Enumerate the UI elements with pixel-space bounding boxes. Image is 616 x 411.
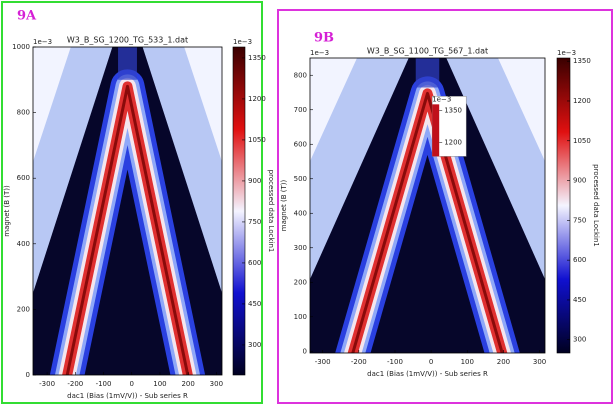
heatmap-region xyxy=(446,58,545,280)
colorbar-tick-label: 1350 xyxy=(248,54,266,62)
colorbar-tick-label: 600 xyxy=(248,259,261,267)
colorbar-tick-label: 900 xyxy=(248,177,261,185)
y-tick-label: 300 xyxy=(294,244,307,252)
y-tick-label: 200 xyxy=(294,278,307,286)
panel-frame xyxy=(277,9,613,404)
colorbar xyxy=(556,57,571,354)
inset-tick-label: 1200 xyxy=(444,138,462,146)
y-axis-label: magnet (B (T)) xyxy=(3,185,11,237)
heatmap-region xyxy=(142,47,222,293)
heatmap-region xyxy=(184,47,222,162)
heatmap-region xyxy=(310,58,357,162)
colorbar-tick-label: 750 xyxy=(248,218,261,226)
y-tick-label: 400 xyxy=(294,209,307,217)
colorbar-tick-label: 1200 xyxy=(248,95,266,103)
x-tick-label: -100 xyxy=(387,358,403,366)
colorbar-tick-label: 900 xyxy=(573,177,586,185)
colorbar xyxy=(232,46,246,376)
y-tick-label: 800 xyxy=(294,71,307,79)
panel-label: 9B xyxy=(314,31,334,46)
colorbar-offset: 1e−3 xyxy=(557,49,576,57)
y-tick-label: 1000 xyxy=(12,43,30,51)
x-tick-label: 300 xyxy=(533,358,546,366)
y-tick-label: 0 xyxy=(26,371,30,379)
y-axis-label: magnet (B (T)) xyxy=(280,179,288,231)
inset-offset: 1e−3 xyxy=(432,95,451,103)
heatmap-band xyxy=(65,84,190,375)
colorbar-tick-label: 450 xyxy=(248,300,261,308)
x-tick-label: 200 xyxy=(497,358,510,366)
colorbar-tick-label: 1050 xyxy=(248,136,266,144)
chart-title: W3_B_SG_1100_TG_567_1.dat xyxy=(367,47,488,56)
heatmap-region xyxy=(310,58,409,280)
x-tick-label: -100 xyxy=(96,380,112,388)
x-tick-label: -200 xyxy=(67,380,83,388)
y-tick-label: 600 xyxy=(17,174,30,182)
heatmap-top xyxy=(415,58,440,88)
heatmap-region xyxy=(33,47,113,293)
y-tick-label: 800 xyxy=(17,109,30,117)
heatmap-image xyxy=(33,47,222,375)
colorbar-tick-label: 300 xyxy=(573,336,586,344)
colorbar-tick-label: 1200 xyxy=(573,97,591,105)
x-tick-label: -200 xyxy=(351,358,367,366)
y-tick-label: 500 xyxy=(294,175,307,183)
colorbar-label: processed data Lockin1 xyxy=(267,170,275,253)
heatmap-top xyxy=(118,47,137,80)
y-tick-label: 400 xyxy=(17,240,30,248)
x-tick-label: 0 xyxy=(129,380,133,388)
colorbar-tick-label: 1050 xyxy=(573,137,591,145)
heatmap-region xyxy=(498,58,545,162)
x-tick-label: -300 xyxy=(315,358,331,366)
y-tick-label: 0 xyxy=(303,347,307,355)
plot-frame xyxy=(32,46,223,376)
colorbar-offset: 1e−3 xyxy=(233,38,252,46)
colorbar-tick-label: 300 xyxy=(248,341,261,349)
heatmap-region xyxy=(33,47,71,162)
y-tick-label: 100 xyxy=(294,313,307,321)
x-axis-label: dac1 (Bias (1mV/V)) - Sub series R xyxy=(67,392,188,400)
colorbar-label: processed data Lockin1 xyxy=(592,164,600,247)
colorbar-tick-label: 450 xyxy=(573,296,586,304)
y-tick-label: 700 xyxy=(294,106,307,114)
colorbar-tick-label: 600 xyxy=(573,256,586,264)
x-tick-label: 100 xyxy=(153,380,166,388)
x-tick-label: 200 xyxy=(181,380,194,388)
heatmap-image xyxy=(310,58,545,353)
y-tick-label: 600 xyxy=(294,140,307,148)
heatmap-band xyxy=(351,91,504,353)
y-offset: 1e−3 xyxy=(33,38,52,46)
inset-tick-label: 1350 xyxy=(444,106,462,114)
x-tick-label: 100 xyxy=(461,358,474,366)
x-tick-label: 300 xyxy=(210,380,223,388)
colorbar-tick-label: 750 xyxy=(573,216,586,224)
plot-frame xyxy=(309,57,546,354)
y-tick-label: 200 xyxy=(17,305,30,313)
inset-colorbar xyxy=(432,104,440,157)
colorbar-tick-label: 1350 xyxy=(573,57,591,65)
x-axis-label: dac1 (Bias (1mV/V)) - Sub series R xyxy=(367,370,488,378)
chart-title: W3_B_SG_1200_TG_533_1.dat xyxy=(67,36,188,45)
panel-frame xyxy=(1,1,263,404)
y-offset: 1e−3 xyxy=(310,49,329,57)
x-tick-label: -300 xyxy=(39,380,55,388)
x-tick-label: 0 xyxy=(429,358,433,366)
panel-label: 9A xyxy=(17,9,37,24)
